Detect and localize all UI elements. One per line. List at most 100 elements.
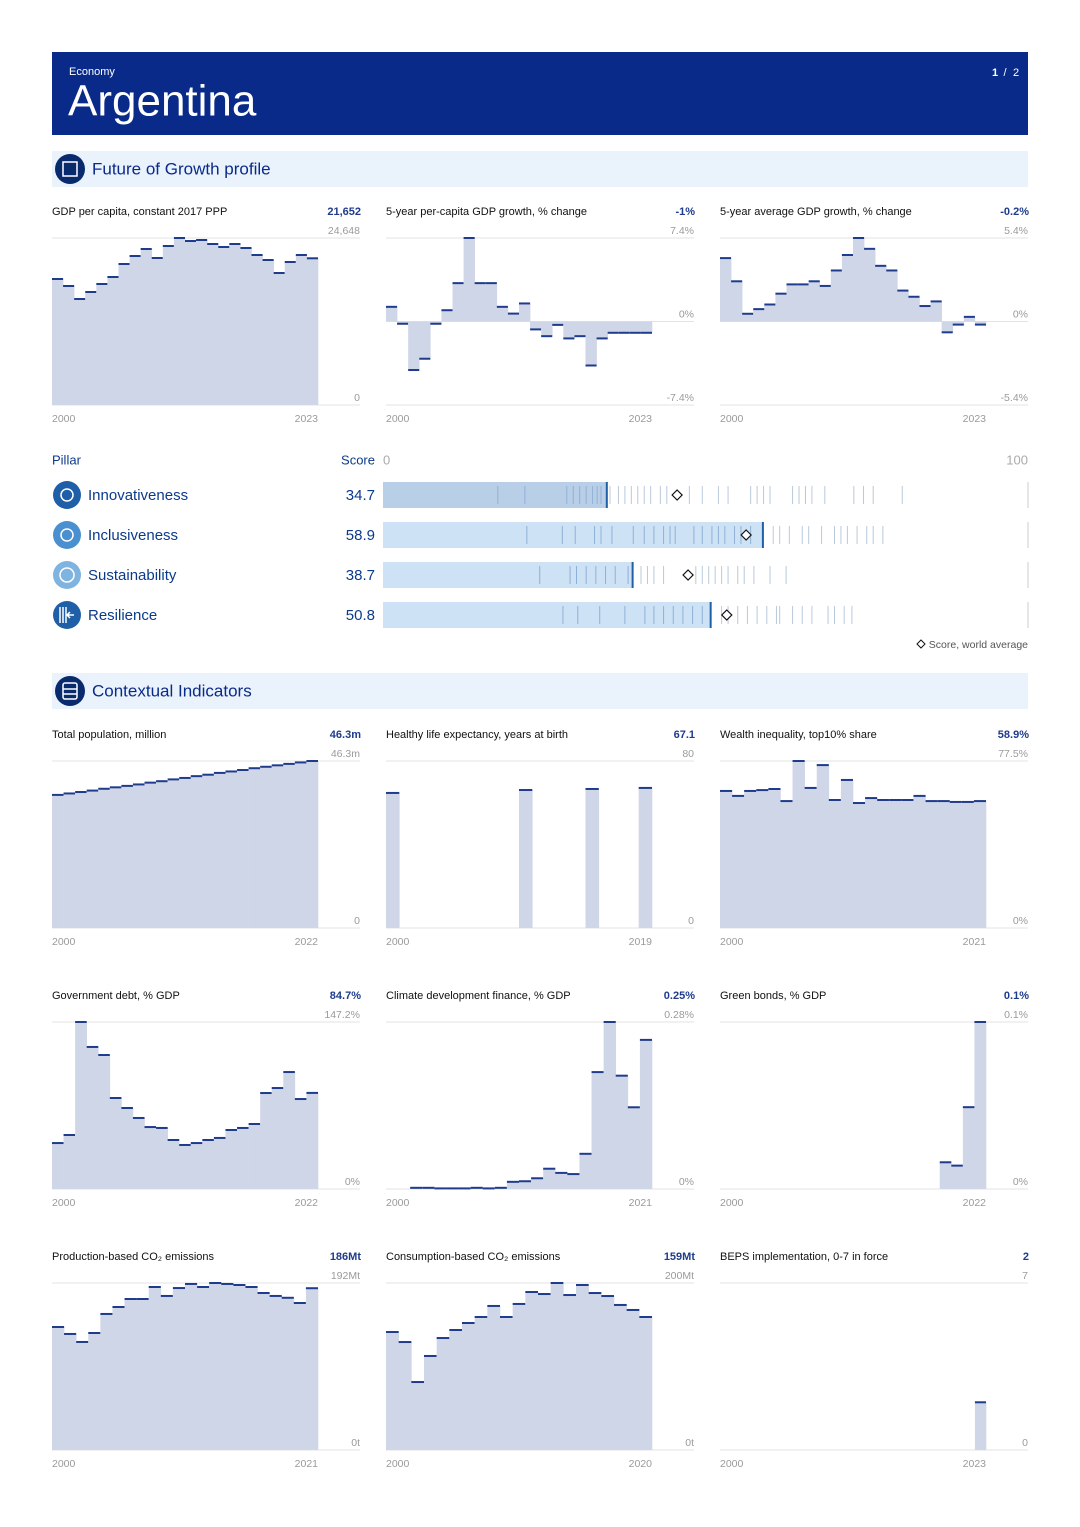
bar [124,1299,137,1450]
bar [830,270,843,322]
bar [538,1294,551,1450]
bar [173,238,186,405]
bar [563,1295,577,1450]
bar [913,795,926,928]
bar [251,254,263,405]
bar [531,1178,544,1189]
bar [262,259,274,405]
bar [541,321,553,337]
bar [237,770,249,928]
y-tick-label: 24,648 [328,225,360,237]
bar [841,255,854,322]
pillar-icon-glyph [60,528,74,542]
bar [196,239,208,405]
bar [819,285,832,322]
x-tick-label: 2000 [720,413,744,425]
bar [207,243,219,405]
bar [786,284,798,322]
bar [86,1046,99,1189]
bar [63,285,75,405]
x-tick-label: 2023 [963,413,987,425]
bar [283,763,296,928]
chart-title: BEPS implementation, 0-7 in force [720,1251,888,1263]
score-bar [383,482,607,508]
bar [156,1127,168,1189]
bar [52,1327,65,1450]
bar [248,1123,261,1189]
pillar-icon [53,481,81,509]
headline-value: 58.9% [998,729,1029,741]
bar [574,321,586,337]
bar [98,1055,111,1189]
bar [306,761,319,928]
bar [585,321,597,366]
bar [864,248,876,322]
score-bar [383,602,711,628]
bar [386,1332,399,1450]
x-tick-label: 2000 [720,936,744,948]
country-title: Argentina [68,77,257,126]
chart-title: Government debt, % GDP [52,990,180,1002]
x-tick-label: 2022 [295,936,319,948]
legend-label: Score, world average [929,639,1028,651]
bar [63,793,76,928]
bar [74,298,86,405]
bar [411,1382,425,1450]
bar [974,1022,987,1189]
x-tick-label: 2000 [720,1197,744,1209]
y-tick-label: 0t [685,1437,694,1449]
bar [576,1285,589,1450]
pillar-score: 38.7 [346,567,375,584]
bar [808,281,821,322]
bar [607,321,620,333]
bar [190,1143,203,1189]
headline-value: 21,652 [327,206,361,218]
bar [640,321,653,333]
y-tick-label: 0% [345,1176,360,1188]
bar [744,790,757,928]
bar [281,1297,295,1450]
x-tick-label: 2000 [52,936,76,948]
bar [567,1174,580,1189]
x-tick-label: 2020 [629,1458,653,1470]
bar [237,1127,249,1189]
y-tick-label: 200Mt [665,1270,694,1282]
bar [614,1304,627,1450]
bar [160,1295,174,1450]
bar [63,1134,76,1189]
headline-value: 67.1 [674,729,695,741]
y-tick-label: 77.5% [998,748,1028,760]
bar [248,768,261,928]
y-tick-label: 0.1% [1004,1009,1028,1021]
bar [563,321,575,339]
world-average [682,569,694,581]
y-tick-label: 7 [1022,1270,1028,1282]
bar [52,1143,64,1189]
bar [156,781,168,928]
score-bar [383,522,763,548]
bar [306,1092,319,1189]
y-tick-label: 0% [679,1176,694,1188]
x-tick-label: 2000 [52,1458,76,1470]
bar [485,283,498,322]
bar [144,1127,157,1189]
bar [190,776,203,928]
bar [519,303,531,322]
pillar-icon [53,561,81,589]
bar [474,283,487,322]
y-tick-label: 0% [679,308,694,320]
bar [109,1098,122,1189]
bar [897,290,909,322]
y-tick-label: 0 [688,915,694,927]
bar [550,1283,564,1450]
bar [840,779,854,928]
x-tick-label: 2000 [386,1458,410,1470]
y-tick-label: 0 [354,915,360,927]
bar [780,801,793,928]
y-tick-label: 5.4% [1004,225,1028,237]
bar [720,258,732,322]
bar [596,321,608,339]
y-tick-label: 0% [1013,1176,1028,1188]
bar [202,774,215,928]
x-tick-label: 2021 [963,936,987,948]
